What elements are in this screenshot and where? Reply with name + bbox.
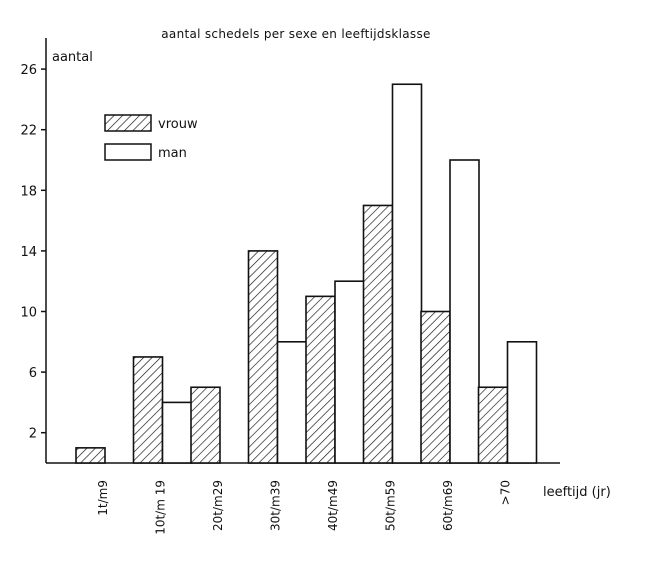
bar-vrouw-7 bbox=[477, 386, 509, 464]
legend-swatch-man bbox=[104, 143, 152, 161]
bars bbox=[75, 83, 538, 464]
legend: vrouw man bbox=[104, 114, 198, 161]
bar-vrouw-0 bbox=[75, 447, 106, 464]
bar-man-4 bbox=[334, 280, 365, 464]
y-tick-label: 14 bbox=[20, 245, 37, 260]
y-tick-label: 6 bbox=[29, 366, 37, 381]
bar-man-5 bbox=[391, 83, 423, 464]
x-tick-label: 20t/m29 bbox=[211, 480, 225, 531]
y-tick-label: 26 bbox=[20, 63, 37, 78]
x-axis-label: leeftijd (jr) bbox=[543, 485, 611, 500]
chart-title: aantal schedels per sexe en leeftijdskla… bbox=[161, 27, 430, 41]
legend-swatch-vrouw bbox=[104, 114, 152, 132]
bar-vrouw-2 bbox=[190, 386, 221, 464]
y-tick-label: 10 bbox=[20, 306, 37, 321]
x-tick-label: 30t/m39 bbox=[269, 480, 283, 531]
bar-vrouw-5 bbox=[362, 204, 394, 464]
x-tick-label: 1t/m9 bbox=[96, 480, 110, 516]
bar-vrouw-4 bbox=[305, 295, 336, 464]
bar-vrouw-3 bbox=[247, 250, 279, 464]
bar-vrouw-6 bbox=[420, 310, 451, 464]
legend-label-man: man bbox=[158, 146, 187, 161]
bar-man-1 bbox=[161, 401, 193, 464]
bar-man-6 bbox=[449, 159, 480, 464]
legend-label-vrouw: vrouw bbox=[158, 117, 198, 132]
x-tick-label: 10t/m 19 bbox=[154, 480, 168, 535]
x-tick-label: >70 bbox=[499, 480, 513, 505]
y-tick-label: 2 bbox=[29, 427, 37, 442]
y-tick-label: 22 bbox=[20, 124, 37, 139]
y-tick-label: 18 bbox=[20, 184, 37, 199]
x-tick-label: 40t/m49 bbox=[326, 480, 340, 531]
bar-man-7 bbox=[506, 340, 538, 464]
x-tick-label: 50t/m59 bbox=[384, 480, 398, 531]
bar-vrouw-1 bbox=[132, 356, 164, 464]
y-axis-label: aantal bbox=[52, 50, 93, 65]
x-tick-label: 60t/m69 bbox=[441, 480, 455, 531]
bar-man-3 bbox=[276, 340, 308, 464]
x-tick-labels: 1t/m9 10t/m 19 20t/m29 30t/m39 40t/m49 50t/m5… bbox=[96, 480, 513, 535]
